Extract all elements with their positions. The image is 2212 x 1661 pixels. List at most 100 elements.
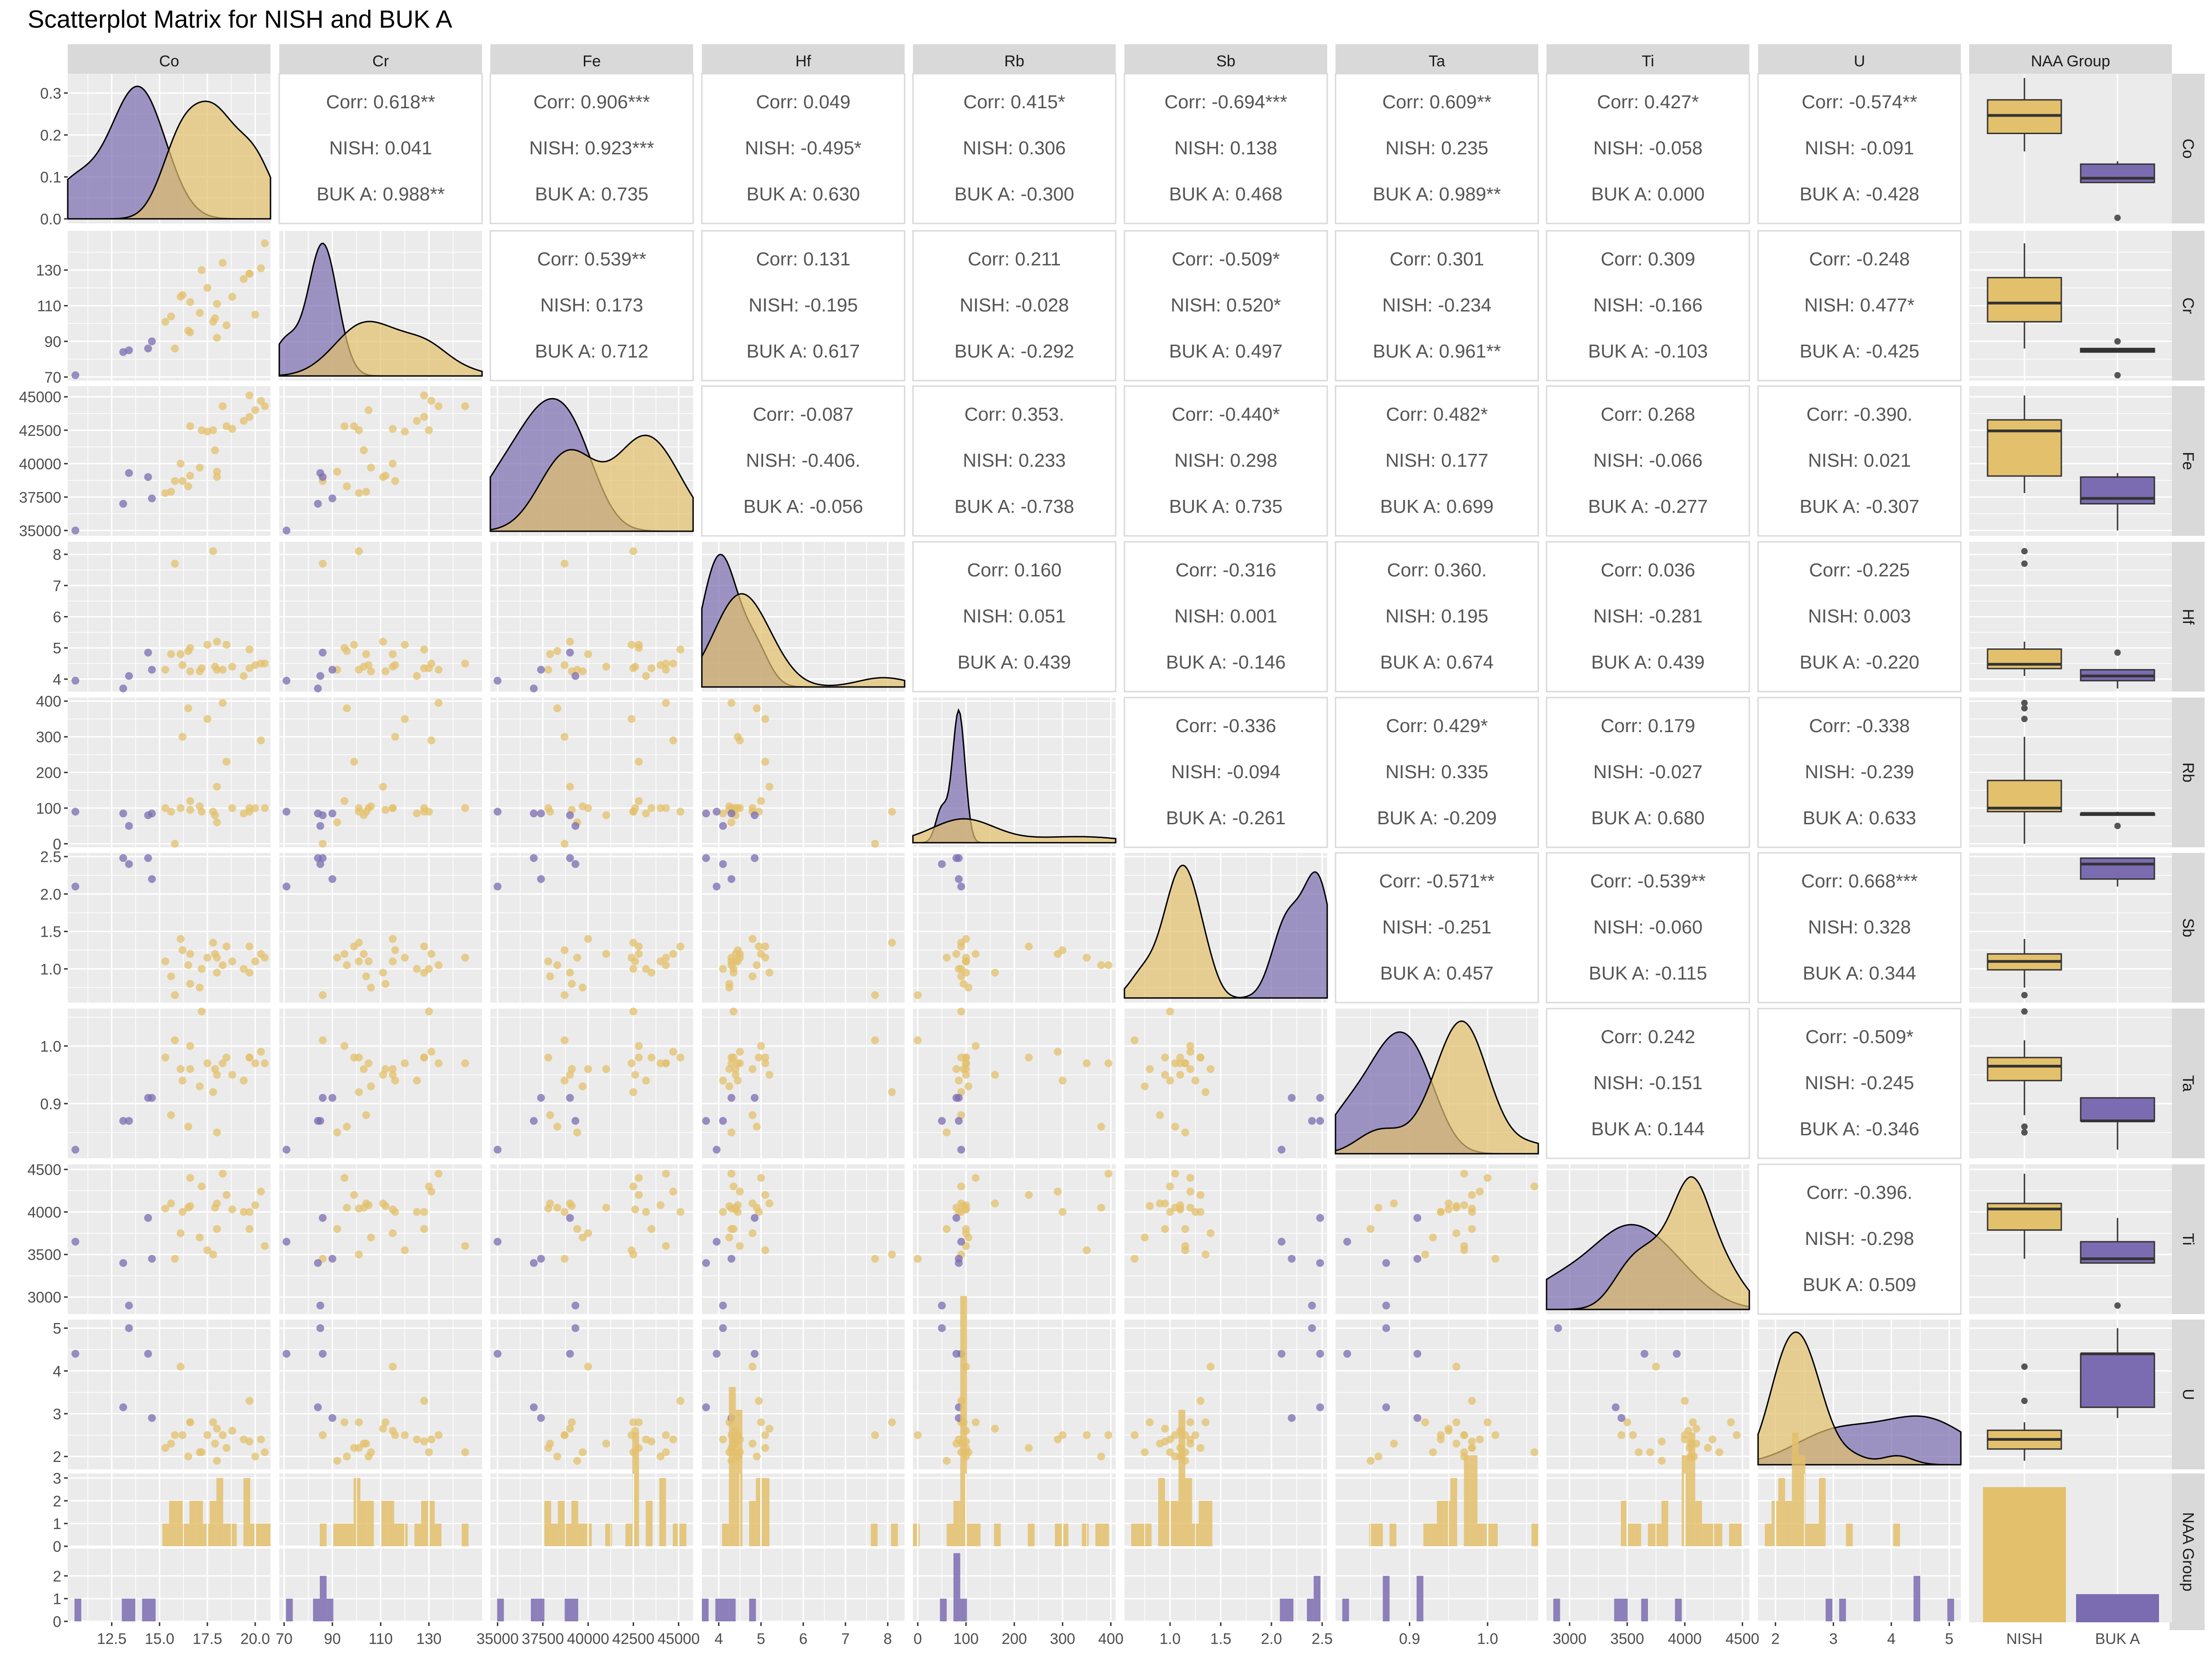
hist-bar-buk-a-hf [722, 1598, 729, 1621]
point-nish-hf-vs-cr [365, 661, 373, 669]
point-nish-sb-vs-co [245, 942, 253, 951]
point-nish-sb-vs-fe [662, 961, 670, 969]
point-buk-a-ta-vs-cr [316, 1117, 324, 1125]
point-nish-sb-vs-cr [420, 968, 428, 977]
point-buk-a-sb-vs-hf [719, 860, 727, 868]
point-nish-hf-vs-cr [381, 667, 389, 675]
hist-bar-nish-rb [1095, 1523, 1102, 1546]
point-buk-a-hf-vs-co [119, 684, 127, 693]
point-nish-ta-vs-cr [379, 1071, 387, 1079]
point-nish-sb-vs-hf [765, 968, 774, 977]
point-nish-sb-vs-co [178, 946, 187, 954]
corr-panel-cr-fe [489, 230, 694, 382]
point-buk-a-sb-vs-rb [938, 860, 946, 868]
hist-bar-nish-hf [891, 1523, 898, 1546]
panel-bg-7-2 [490, 1164, 693, 1314]
corr-text: Corr: 0.429* [1386, 715, 1488, 736]
point-buk-a-rb-vs-fe [494, 808, 502, 816]
point-nish-hf-vs-co [228, 663, 236, 671]
point-nish-ta-vs-hf [719, 1076, 727, 1085]
point-nish-ti-vs-sb [1201, 1250, 1210, 1259]
hist-bar-buk-a-fe [537, 1598, 545, 1621]
nish-corr-text: NISH: 0.138 [1174, 137, 1277, 158]
point-nish-ta-vs-cr [367, 1082, 375, 1091]
hist-bar-nish-hf [735, 1409, 742, 1546]
hist-bar-nish-u [1819, 1478, 1826, 1546]
corr-panel-hf-ta [1335, 541, 1539, 693]
point-buk-a-sb-vs-cr [318, 854, 327, 862]
point-nish-ta-vs-co [186, 1065, 194, 1073]
point-buk-a-ti-vs-rb [955, 1255, 963, 1263]
column-label-sb: Sb [1216, 53, 1235, 70]
point-nish-sb-vs-fe [553, 961, 561, 969]
point-nish-u-vs-hf [719, 1435, 727, 1444]
buk-corr-text: BUK A: -0.738 [954, 496, 1074, 517]
point-buk-a-u-vs-cr [316, 1324, 324, 1332]
point-nish-rb-vs-cr [420, 808, 428, 816]
point-buk-a-cr-vs-co [148, 337, 156, 346]
panel-bg-6-2 [490, 1009, 693, 1158]
point-nish-ta-vs-co [213, 1128, 221, 1137]
point-nish-fe-vs-cr [365, 406, 373, 414]
point-nish-hf-vs-co [218, 666, 227, 674]
point-nish-sb-vs-fe [642, 965, 650, 973]
point-nish-cr-vs-co [213, 334, 221, 342]
point-nish-ta-vs-hf [761, 1053, 769, 1062]
point-nish-u-vs-ta [1468, 1397, 1476, 1405]
x-tick-label-hf: 6 [799, 1630, 807, 1647]
point-nish-sb-vs-fe [631, 957, 639, 966]
corr-text: Corr: 0.609** [1382, 91, 1491, 112]
buk-corr-text: BUK A: -0.292 [954, 340, 1074, 362]
point-nish-rb-vs-co [195, 802, 204, 810]
buk-corr-text: BUK A: 0.468 [1169, 183, 1282, 205]
point-nish-ta-vs-rb [962, 1065, 970, 1073]
point-nish-u-vs-ta [1452, 1439, 1460, 1448]
point-nish-ta-vs-cr [340, 1042, 348, 1050]
point-nish-ti-vs-fe [602, 1203, 610, 1212]
point-nish-ta-vs-sb [1130, 1036, 1139, 1045]
point-nish-cr-vs-co [257, 264, 265, 272]
hist-bar-nish-co [196, 1501, 203, 1546]
point-nish-ti-vs-fe [560, 1208, 569, 1216]
point-buk-a-u-vs-sb [1277, 1350, 1286, 1358]
point-nish-sb-vs-fe [669, 950, 677, 958]
point-nish-u-vs-ti [1708, 1435, 1717, 1444]
x-tick-label-ta: 0.9 [1399, 1630, 1420, 1647]
point-nish-ta-vs-co [171, 1036, 179, 1045]
point-nish-ta-vs-rb [955, 1076, 963, 1085]
point-nish-ti-vs-rb [1097, 1203, 1106, 1212]
point-nish-sb-vs-rb [964, 984, 972, 992]
point-nish-sb-vs-fe [568, 980, 576, 988]
point-nish-hf-vs-cr [350, 640, 358, 649]
point-nish-ta-vs-cr [362, 1111, 371, 1119]
point-buk-a-ti-vs-ta [1413, 1214, 1422, 1222]
point-nish-rb-vs-co [186, 797, 194, 805]
box-buk-a-ta [2080, 1097, 2155, 1122]
point-nish-ta-vs-rb [1097, 1122, 1106, 1131]
corr-panel-cr-u [1757, 230, 1962, 382]
nish-corr-text: NISH: -0.028 [960, 294, 1069, 316]
corr-text: Corr: -0.087 [753, 404, 854, 425]
corr-panel-co-sb [1124, 73, 1328, 224]
hist-bar-nish-rb [994, 1523, 1001, 1546]
point-nish-ti-vs-rb [1104, 1169, 1112, 1178]
point-nish-rb-vs-co [218, 699, 227, 707]
y-tick-label-hf: 7 [53, 577, 61, 594]
point-buk-a-u-vs-cr [318, 1350, 327, 1358]
point-buk-a-ta-vs-sb [1288, 1094, 1296, 1102]
point-nish-u-vs-cr [400, 1431, 409, 1439]
panel-bg-7-0 [68, 1164, 271, 1314]
point-nish-fe-vs-co [184, 482, 193, 491]
panel-bg-6-0 [68, 1009, 271, 1158]
point-nish-ti-vs-co [245, 1208, 253, 1216]
corr-panel-hf-ti [1546, 541, 1750, 693]
point-buk-a-u-vs-rb [952, 1350, 960, 1358]
hist-bar-nish-sb [1131, 1523, 1138, 1546]
point-nish-sb-vs-fe [629, 939, 637, 947]
point-nish-u-vs-fe [560, 1431, 569, 1439]
hist-bar-nish-ta [1389, 1523, 1396, 1546]
buk-corr-text: BUK A: -0.300 [954, 183, 1074, 205]
point-nish-hf-vs-fe [669, 659, 677, 668]
hist-bar-nish-ta [1477, 1523, 1484, 1546]
nish-corr-text: NISH: -0.151 [1594, 1072, 1703, 1093]
